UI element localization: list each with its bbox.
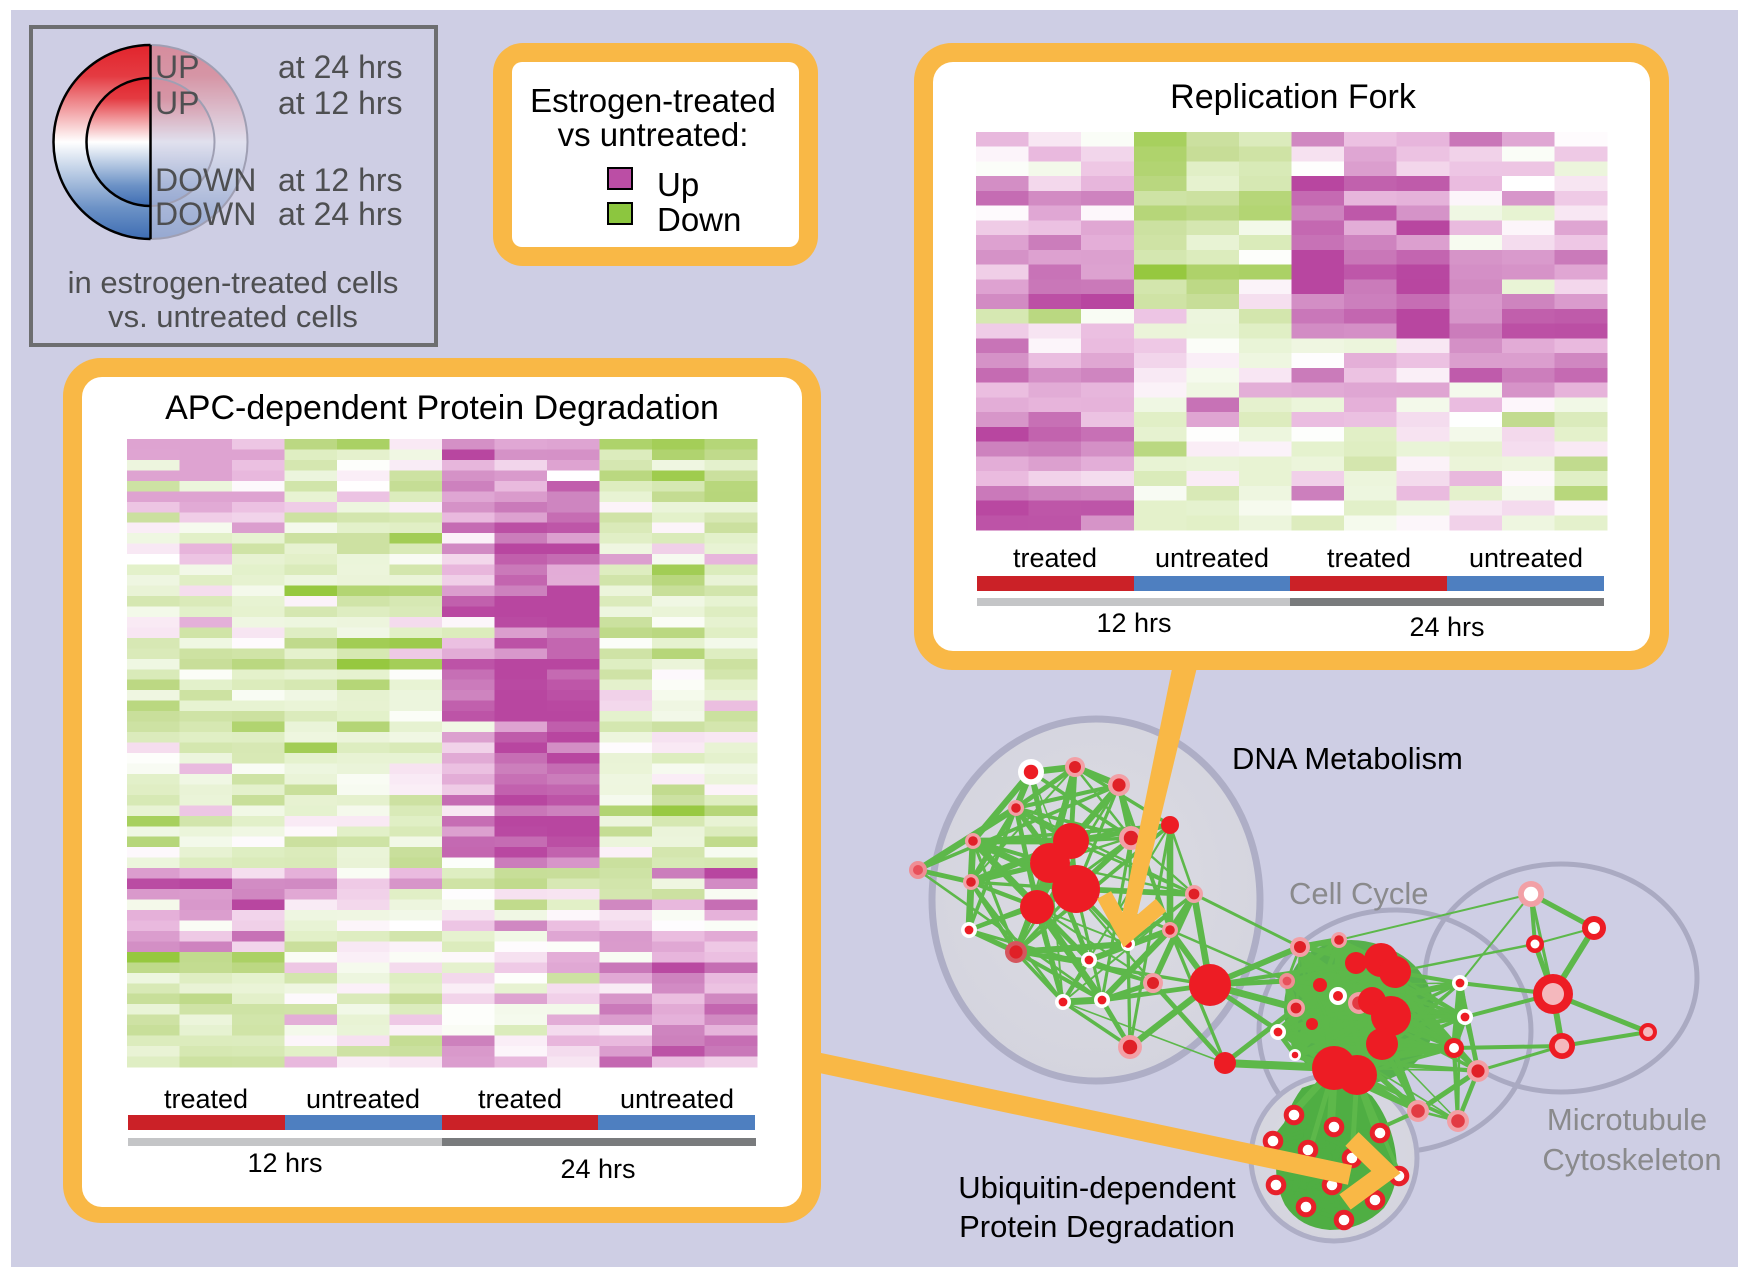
- svg-text:24 hrs: 24 hrs: [560, 1154, 635, 1184]
- svg-text:treated: treated: [478, 1084, 562, 1114]
- svg-text:Ubiquitin-dependent: Ubiquitin-dependent: [958, 1170, 1236, 1205]
- svg-text:untreated: untreated: [1469, 543, 1583, 573]
- svg-text:Microtubule: Microtubule: [1547, 1102, 1707, 1137]
- svg-text:Cell Cycle: Cell Cycle: [1289, 876, 1429, 911]
- svg-text:DOWN: DOWN: [155, 162, 256, 198]
- svg-text:DOWN: DOWN: [155, 196, 256, 232]
- svg-text:Down: Down: [657, 201, 741, 238]
- svg-text:untreated: untreated: [620, 1084, 734, 1114]
- svg-text:vs. untreated cells: vs. untreated cells: [108, 299, 358, 334]
- svg-text:Replication Fork: Replication Fork: [1170, 78, 1417, 116]
- svg-text:at 24 hrs: at 24 hrs: [278, 49, 403, 85]
- svg-text:at 24 hrs: at 24 hrs: [278, 196, 403, 232]
- svg-text:treated: treated: [1013, 543, 1097, 573]
- svg-text:treated: treated: [1327, 543, 1411, 573]
- svg-text:Cytoskeleton: Cytoskeleton: [1542, 1142, 1721, 1177]
- svg-text:Protein Degradation: Protein Degradation: [959, 1209, 1235, 1244]
- svg-text:vs untreated:: vs untreated:: [558, 116, 749, 153]
- svg-text:APC-dependent Protein Degradat: APC-dependent Protein Degradation: [165, 389, 719, 427]
- svg-text:at 12 hrs: at 12 hrs: [278, 85, 403, 121]
- svg-text:12 hrs: 12 hrs: [247, 1148, 322, 1178]
- svg-text:DNA Metabolism: DNA Metabolism: [1232, 741, 1463, 776]
- svg-text:Up: Up: [657, 166, 699, 203]
- svg-text:in estrogen-treated cells: in estrogen-treated cells: [68, 265, 399, 300]
- svg-text:treated: treated: [164, 1084, 248, 1114]
- svg-text:12 hrs: 12 hrs: [1096, 608, 1171, 638]
- svg-text:UP: UP: [155, 85, 199, 121]
- svg-text:untreated: untreated: [1155, 543, 1269, 573]
- svg-text:untreated: untreated: [306, 1084, 420, 1114]
- svg-text:Estrogen-treated: Estrogen-treated: [530, 82, 776, 119]
- svg-text:24 hrs: 24 hrs: [1409, 612, 1484, 642]
- svg-text:at 12 hrs: at 12 hrs: [278, 162, 403, 198]
- svg-text:UP: UP: [155, 49, 199, 85]
